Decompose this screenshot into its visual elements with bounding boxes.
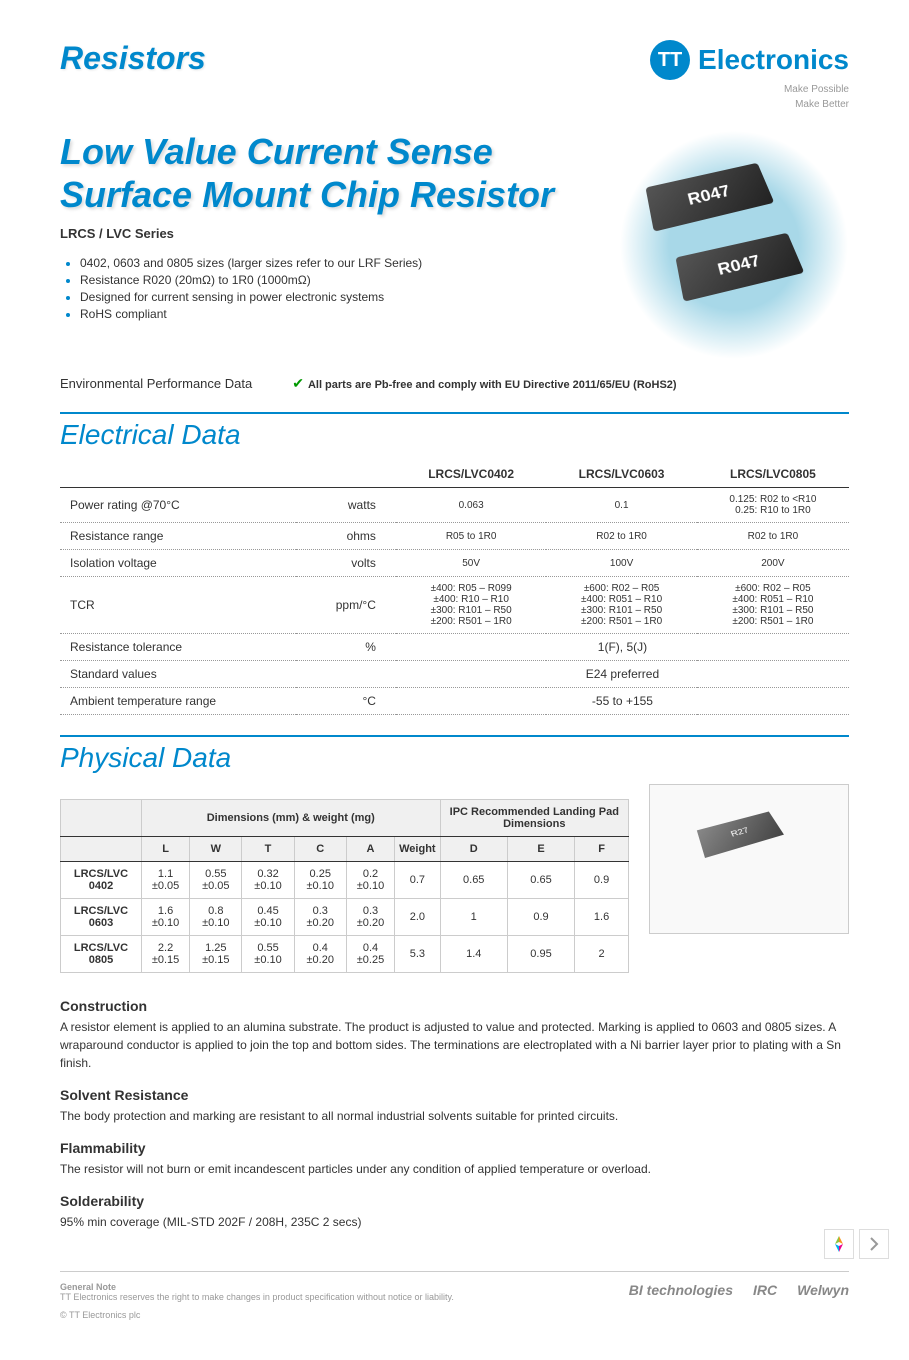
phys-col-header <box>61 837 142 862</box>
next-page-button[interactable] <box>859 1229 889 1259</box>
phys-col-header: L <box>141 837 189 862</box>
table-row: Power rating @70°Cwatts0.0630.10.125: R0… <box>60 488 849 523</box>
title-line2: Surface Mount Chip Resistor <box>60 173 554 216</box>
table-row: LRCS/LVC 06031.6 ±0.100.8 ±0.100.45 ±0.1… <box>61 899 629 936</box>
logo-name: Electronics <box>698 44 849 76</box>
solder-text: 95% min coverage (MIL-STD 202F / 208H, 2… <box>60 1213 849 1231</box>
physical-table: Dimensions (mm) & weight (mg) IPC Recomm… <box>60 799 629 973</box>
flam-title: Flammability <box>60 1140 849 1156</box>
series-label: LRCS / LVC Series <box>60 226 554 241</box>
construction-text: A resistor element is applied to an alum… <box>60 1018 849 1072</box>
brand-title: Resistors <box>60 40 206 77</box>
physical-section-title: Physical Data <box>60 735 849 774</box>
table-row: Ambient temperature range°C-55 to +155 <box>60 688 849 715</box>
table-row: LRCS/LVC 08052.2 ±0.151.25 ±0.150.55 ±0.… <box>61 936 629 973</box>
phys-col-header: E <box>507 837 574 862</box>
product-image: R047 R047 <box>619 130 849 360</box>
nav-logo-button[interactable] <box>824 1229 854 1259</box>
footer-brand-item: BI technologies <box>629 1282 733 1298</box>
table-row: Isolation voltagevolts50V100V200V <box>60 550 849 577</box>
footer-brand-item: IRC <box>753 1282 777 1298</box>
elec-header: LRCS/LVC0805 <box>697 461 849 488</box>
rohs-icon: ✔ <box>292 375 304 391</box>
tagline1: Make Possible <box>650 84 849 95</box>
chip-image-2: R047 <box>675 233 804 302</box>
phys-col-header: C <box>294 837 346 862</box>
solder-title: Solderability <box>60 1193 849 1209</box>
phys-col-header: T <box>242 837 294 862</box>
phys-col-header: A <box>346 837 394 862</box>
logo-circle: TT <box>650 40 690 80</box>
construction-title: Construction <box>60 998 849 1014</box>
phys-col-header: Weight <box>395 837 440 862</box>
iso-chip: R27 <box>697 811 784 858</box>
pad-group-header: IPC Recommended Landing Pad Dimensions <box>440 800 628 837</box>
table-row: TCRppm/°C±400: R05 – R099 ±400: R10 – R1… <box>60 577 849 634</box>
phys-col-header: F <box>575 837 629 862</box>
footer-copyright: © TT Electronics plc <box>60 1310 454 1320</box>
feature-item: 0402, 0603 and 0805 sizes (larger sizes … <box>80 256 554 270</box>
title-line1: Low Value Current Sense <box>60 130 554 173</box>
table-row: Resistance tolerance%1(F), 5(J) <box>60 634 849 661</box>
solvent-text: The body protection and marking are resi… <box>60 1107 849 1125</box>
feature-list: 0402, 0603 and 0805 sizes (larger sizes … <box>60 256 554 321</box>
elec-header: LRCS/LVC0603 <box>546 461 696 488</box>
table-row: LRCS/LVC 04021.1 ±0.050.55 ±0.050.32 ±0.… <box>61 862 629 899</box>
table-row: Resistance rangeohmsR05 to 1R0R02 to 1R0… <box>60 523 849 550</box>
tagline2: Make Better <box>650 99 849 110</box>
company-logo: TT Electronics Make Possible Make Better <box>650 40 849 110</box>
isometric-diagram: R27 <box>649 784 849 934</box>
phys-col-header: D <box>440 837 507 862</box>
phys-col-header: W <box>190 837 242 862</box>
footer-brands: BI technologies IRC Welwyn <box>629 1282 849 1298</box>
elec-header: LRCS/LVC0402 <box>396 461 546 488</box>
feature-item: Resistance R020 (20mΩ) to 1R0 (1000mΩ) <box>80 273 554 287</box>
feature-item: Designed for current sensing in power el… <box>80 290 554 304</box>
chip-image-1: R047 <box>645 163 774 232</box>
dim-group-header: Dimensions (mm) & weight (mg) <box>141 800 440 837</box>
elec-header <box>60 461 296 488</box>
rohs-note: All parts are Pb-free and comply with EU… <box>308 379 677 391</box>
footer-note-title: General Note <box>60 1282 454 1292</box>
footer-brand-item: Welwyn <box>797 1282 849 1298</box>
electrical-table: LRCS/LVC0402LRCS/LVC0603LRCS/LVC0805 Pow… <box>60 461 849 715</box>
table-row: Standard valuesE24 preferred <box>60 661 849 688</box>
feature-item: RoHS compliant <box>80 307 554 321</box>
electrical-section-title: Electrical Data <box>60 412 849 451</box>
env-perf-label: Environmental Performance Data <box>60 376 252 391</box>
flam-text: The resistor will not burn or emit incan… <box>60 1160 849 1178</box>
solvent-title: Solvent Resistance <box>60 1087 849 1103</box>
elec-header <box>296 461 396 488</box>
footer-note-text: TT Electronics reserves the right to mak… <box>60 1292 454 1302</box>
